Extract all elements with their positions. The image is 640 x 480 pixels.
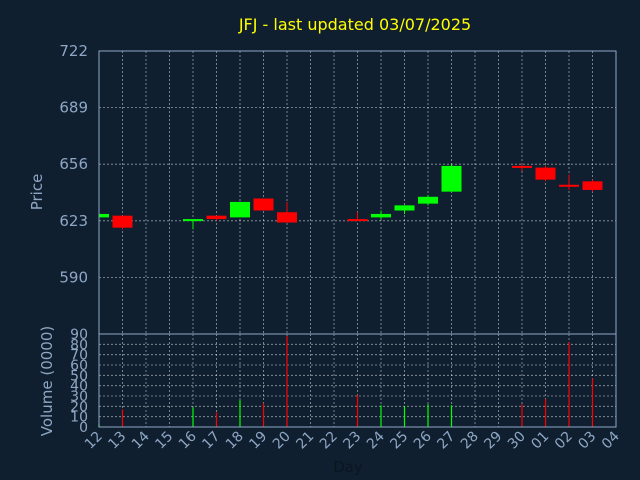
candle-body [277, 212, 297, 223]
x-axis-label: Day [333, 458, 363, 476]
candle-19 [253, 198, 274, 211]
candle-body [512, 165, 532, 168]
x-tick-label: 13 [105, 429, 129, 453]
volume-tick-label: 70 [70, 348, 88, 364]
volume-tick-label: 30 [70, 389, 88, 405]
x-tick-label: 22 [317, 429, 341, 453]
candle-body [206, 215, 227, 220]
volume-tick-label: 10 [70, 410, 88, 426]
candle-body [582, 181, 603, 190]
candle-body [418, 196, 438, 204]
x-tick-label: 21 [293, 429, 317, 453]
candle-body [441, 165, 462, 192]
candle-18 [230, 201, 250, 218]
volume-tick-label: 40 [70, 379, 88, 395]
candle-body [112, 215, 133, 228]
volume-axis-label: Volume (0000) [38, 326, 56, 436]
x-tick-label: 23 [340, 429, 364, 453]
candle-23 [347, 212, 368, 222]
x-tick-label: 26 [411, 428, 435, 452]
candle-02 [559, 174, 579, 190]
x-tick-label: 25 [387, 429, 411, 453]
x-tick-label: 24 [364, 428, 388, 452]
candle-27 [441, 164, 462, 192]
x-tick-label: 27 [434, 429, 458, 453]
chart-title: JFJ - last updated 03/07/2025 [238, 15, 471, 34]
x-tick-label: 30 [505, 429, 529, 453]
candle-12 [98, 213, 109, 220]
price-tick-label: 689 [59, 99, 88, 117]
candlesticks [98, 164, 603, 230]
x-tick-label: 19 [246, 429, 270, 453]
volume-tick-label: 50 [70, 368, 88, 384]
x-tick-label: 28 [458, 429, 482, 453]
volume-tick-label: 20 [70, 399, 88, 415]
x-tick-label: 29 [481, 429, 505, 453]
price-tick-label: 656 [59, 155, 88, 173]
price-tick-label: 623 [59, 212, 88, 230]
volume-tick-label: 80 [70, 337, 88, 353]
price-y-ticks: 722 689 656 623 590 [59, 42, 88, 286]
candle-body [371, 213, 391, 218]
candle-17 [206, 215, 227, 221]
x-tick-label: 17 [199, 429, 223, 453]
candle-03 [582, 179, 603, 192]
candle-13 [112, 215, 133, 230]
price-tick-label: 590 [59, 268, 88, 286]
candle-body [183, 219, 203, 222]
x-tick-label: 15 [152, 429, 176, 453]
volume-plot-frame [98, 333, 617, 428]
x-tick-label: 03 [575, 429, 599, 453]
x-tick-label: 18 [223, 429, 247, 453]
volume-tick-label: 0 [79, 420, 88, 436]
candle-body [347, 219, 368, 222]
candle-30 [512, 164, 532, 172]
volume-bars [98, 336, 594, 427]
volume-tick-label: 90 [70, 327, 88, 343]
x-tick-label: 04 [599, 428, 623, 452]
candle-body [535, 167, 556, 180]
candle-24 [371, 210, 391, 220]
volume-tick-label: 60 [70, 358, 88, 374]
x-tick-label: 16 [176, 428, 200, 452]
price-tick-label: 722 [59, 42, 88, 60]
x-tick-label: 02 [552, 429, 576, 453]
candle-body [253, 198, 274, 211]
x-tick-label: 14 [129, 428, 153, 452]
candle-25 [394, 205, 415, 214]
candle-body [394, 205, 415, 211]
price-grid [98, 50, 617, 334]
x-tick-label: 01 [528, 429, 552, 453]
price-axis-label: Price [28, 174, 46, 211]
x-tick-label: 20 [270, 429, 294, 453]
candle-body [99, 213, 109, 218]
candle-26 [418, 195, 438, 206]
candle-16 [183, 219, 203, 230]
candle-body [230, 201, 250, 218]
candle-body [559, 184, 579, 187]
candle-01 [535, 165, 556, 182]
x-tick-labels: 12 13 14 15 16 17 18 19 20 21 22 23 24 25 26 27 28 29 30 01… [82, 428, 623, 452]
candle-20 [277, 201, 297, 223]
